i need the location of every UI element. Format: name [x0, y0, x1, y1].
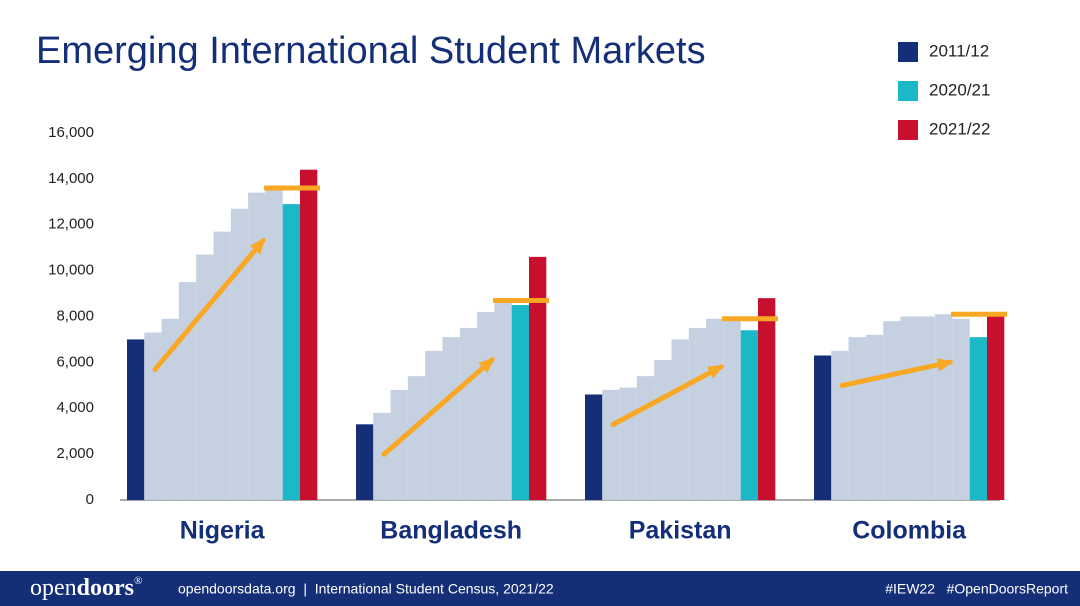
bar: [442, 337, 460, 500]
bar: [265, 188, 283, 501]
bar: [230, 208, 249, 500]
bar: [831, 350, 849, 500]
y-tick-label: 6,000: [56, 353, 94, 370]
logo: opendoors®: [30, 575, 142, 601]
category-label: Pakistan: [629, 517, 732, 545]
category-label: Bangladesh: [380, 517, 522, 545]
bar: [425, 350, 443, 500]
bar: [407, 376, 426, 500]
logo-mark: ®: [134, 575, 142, 587]
y-tick-label: 0: [86, 491, 94, 508]
logo-bold: doors: [77, 575, 134, 601]
bar: [917, 316, 936, 500]
y-tick-label: 10,000: [48, 262, 94, 279]
legend-label: 2011/12: [929, 41, 989, 60]
category-label: Nigeria: [180, 517, 266, 545]
trend-arrow: [152, 238, 266, 372]
hashtag: #IEW22: [885, 581, 935, 597]
bar: [373, 412, 391, 500]
bar: [619, 387, 637, 500]
bar: [848, 337, 866, 500]
bar: [758, 298, 776, 500]
bar: [282, 204, 300, 500]
bar: [636, 376, 655, 500]
bar: [900, 316, 918, 500]
bar: [144, 332, 162, 500]
y-tick-label: 16,000: [48, 124, 94, 141]
footer-band: [0, 571, 1080, 606]
bar: [511, 305, 529, 500]
y-tick-label: 14,000: [48, 170, 94, 187]
y-tick-label: 8,000: [56, 307, 94, 324]
trend-arrow: [839, 359, 953, 388]
bar: [723, 318, 741, 500]
bar: [300, 169, 318, 500]
bar: [390, 389, 408, 500]
hashtag: #OpenDoorsReport: [947, 581, 1069, 597]
bar: [477, 311, 495, 500]
bar: [127, 339, 145, 500]
arrow-head: [478, 357, 496, 374]
category-label: Colombia: [852, 517, 967, 545]
bar: [688, 327, 707, 500]
bar: [935, 314, 953, 500]
bar: [585, 394, 603, 500]
legend-swatch: [898, 81, 918, 101]
footer-source: opendoorsdata.org | International Studen…: [178, 581, 554, 597]
bar: [196, 254, 214, 500]
bar: [248, 192, 266, 500]
legend-label: 2020/21: [929, 80, 990, 99]
bar: [814, 355, 832, 500]
logo-light: open: [30, 575, 77, 601]
bar: [602, 389, 620, 500]
bar: [178, 282, 197, 500]
bar: [654, 360, 672, 500]
chart-title: Emerging International Student Markets: [36, 30, 706, 72]
arrow-head: [249, 237, 266, 255]
y-tick-label: 4,000: [56, 399, 94, 416]
legend-swatch: [898, 42, 918, 62]
bar: [213, 231, 231, 500]
arrow-head: [707, 364, 725, 379]
bar: [987, 314, 1005, 500]
legend-label: 2021/22: [929, 119, 990, 138]
arrow-head: [936, 358, 954, 372]
bar: [706, 318, 724, 500]
bar: [671, 339, 689, 500]
y-tick-label: 12,000: [48, 216, 94, 233]
bar: [494, 300, 512, 500]
trend-arrow: [381, 357, 495, 457]
bar: [952, 318, 970, 500]
bar: [161, 318, 179, 500]
bar: [969, 337, 987, 500]
bar: [883, 321, 901, 500]
y-tick-label: 2,000: [56, 445, 94, 462]
bar: [459, 327, 478, 500]
bar: [865, 334, 884, 500]
bar: [529, 256, 547, 500]
legend-swatch: [898, 120, 918, 140]
bar: [740, 330, 758, 500]
bar: [356, 424, 374, 500]
trend-arrow: [610, 364, 724, 427]
